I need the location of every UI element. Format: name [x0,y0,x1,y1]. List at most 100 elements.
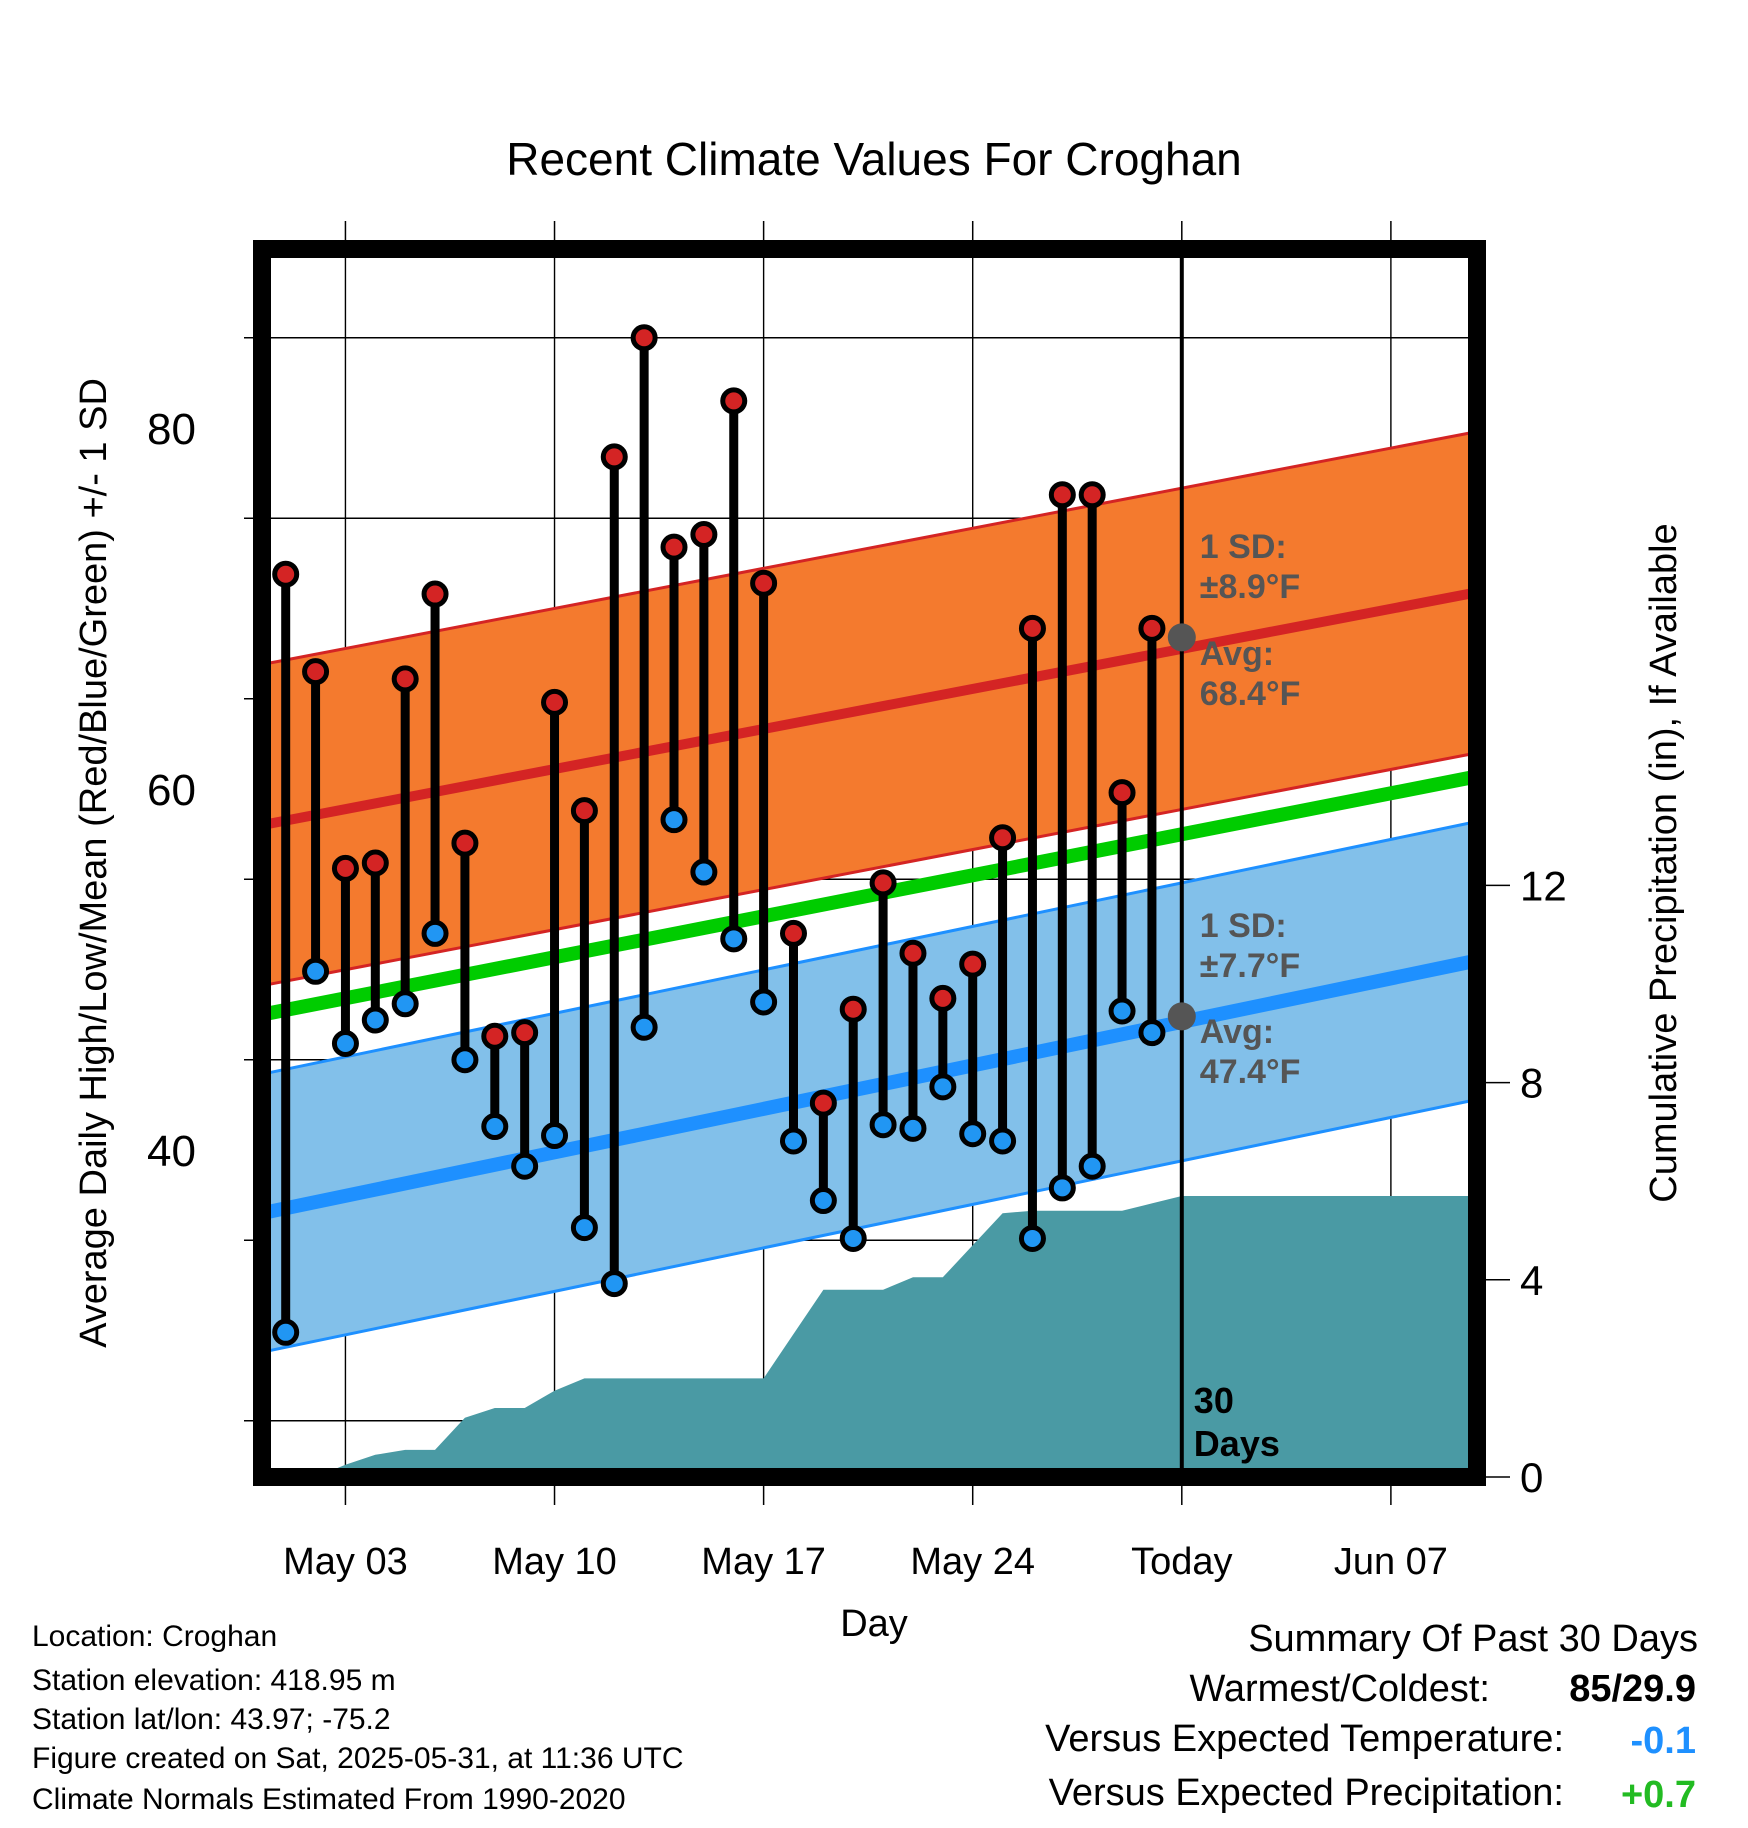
x-tick-label: Jun 07 [1334,1541,1448,1583]
day-range [899,939,927,1142]
high-point [899,939,927,967]
day-range [720,387,748,953]
low-point [660,806,688,834]
day-range [779,919,807,1155]
high-point [660,533,688,561]
day-range [1048,481,1076,1202]
low-point [541,1122,569,1150]
high-band-upper-edge [261,430,1478,666]
day-range [959,950,987,1148]
day-range [1108,779,1136,1025]
warmest-label: Warmest/Coldest: [1189,1668,1490,1710]
high-point [421,580,449,608]
y2-tick-label: 0 [1520,1454,1543,1501]
summary-title: Summary Of Past 30 Days [1248,1618,1698,1660]
x-tick-label: May 10 [492,1541,617,1583]
low-point [302,957,330,985]
low-point [630,1013,658,1041]
high-sd-label: 1 SD: ±8.9°F [1200,528,1300,606]
day-range [570,797,598,1242]
high-point [331,854,359,882]
day-range [421,580,449,947]
low-point [899,1114,927,1142]
low-avg-label: Avg: 47.4°F [1200,1013,1301,1091]
low-point [481,1113,509,1141]
elevation-text: Station elevation: 418.95 m [32,1664,396,1697]
normal-high-line [261,587,1478,831]
low-point [959,1120,987,1148]
day-range [511,1019,539,1180]
y2-axis-label: Cumulative Precipitation (in), If Availa… [1643,523,1685,1202]
high-point [1048,481,1076,509]
low-point [750,988,778,1016]
high-point [272,560,300,588]
low-point [809,1187,837,1215]
high-point [1078,481,1106,509]
y2-tick-label: 4 [1520,1257,1543,1304]
x-axis-label: Day [840,1603,908,1645]
low-point [1108,997,1136,1025]
day-range [600,443,628,1298]
day-range [869,869,897,1139]
high-point [570,797,598,825]
low-point [989,1127,1017,1155]
low-point [600,1270,628,1298]
high-point [720,387,748,415]
today-low-avg-point [1167,1002,1196,1031]
day-range [630,324,658,1041]
day-range [1018,614,1046,1252]
high-point [600,443,628,471]
high-point [481,1022,509,1050]
high-avg-label: Avg: 68.4°F [1200,635,1301,713]
low-point [1138,1019,1166,1047]
created-text: Figure created on Sat, 2025-05-31, at 11… [32,1742,684,1775]
high-point [750,569,778,597]
high-point [839,995,867,1023]
high-point [302,658,330,686]
x-tick-label: Today [1131,1541,1232,1583]
low-point [929,1073,957,1101]
low-point [391,990,419,1018]
day-range [541,688,569,1150]
high-point [541,688,569,716]
day-range [391,665,419,1018]
high-point [511,1019,539,1047]
y-tick-label: 40 [147,1127,196,1176]
day-range [1138,614,1166,1047]
high-point [391,665,419,693]
temp-label: Versus Expected Temperature: [1045,1718,1564,1760]
warmest-value: 85/29.9 [1569,1668,1696,1710]
day-range [660,533,688,834]
today-high-avg-point [1167,623,1196,652]
low-point [1048,1174,1076,1202]
day-range [1078,481,1106,1180]
day-range [750,569,778,1016]
low-point [361,1006,389,1034]
low-point [421,919,449,947]
low-sd-label: 1 SD: ±7.7°F [1200,907,1300,985]
y-tick-label: 80 [147,405,196,454]
y2-tick-label: 12 [1520,862,1567,909]
x-tick-label: May 17 [701,1541,826,1583]
low-point [720,925,748,953]
y2-tick-label: 8 [1520,1060,1543,1107]
period-label: 30 Days [1194,1380,1280,1464]
precip-area [285,1196,1478,1477]
location-text: Location: Croghan [32,1620,278,1653]
low-point [690,858,718,886]
normals-text: Climate Normals Estimated From 1990-2020 [32,1783,626,1816]
high-point [929,984,957,1012]
high-point [361,849,389,877]
day-range [989,824,1017,1155]
day-range [331,854,359,1058]
temp-value: -0.1 [1630,1720,1696,1762]
low-point [272,1318,300,1346]
low-point [869,1111,897,1139]
day-range [272,560,300,1346]
high-point [451,829,479,857]
x-tick-label: May 24 [910,1541,1035,1583]
x-tick-label: May 03 [283,1541,408,1583]
normal-low-line [260,953,1479,1221]
y-tick-label: 60 [147,766,196,815]
